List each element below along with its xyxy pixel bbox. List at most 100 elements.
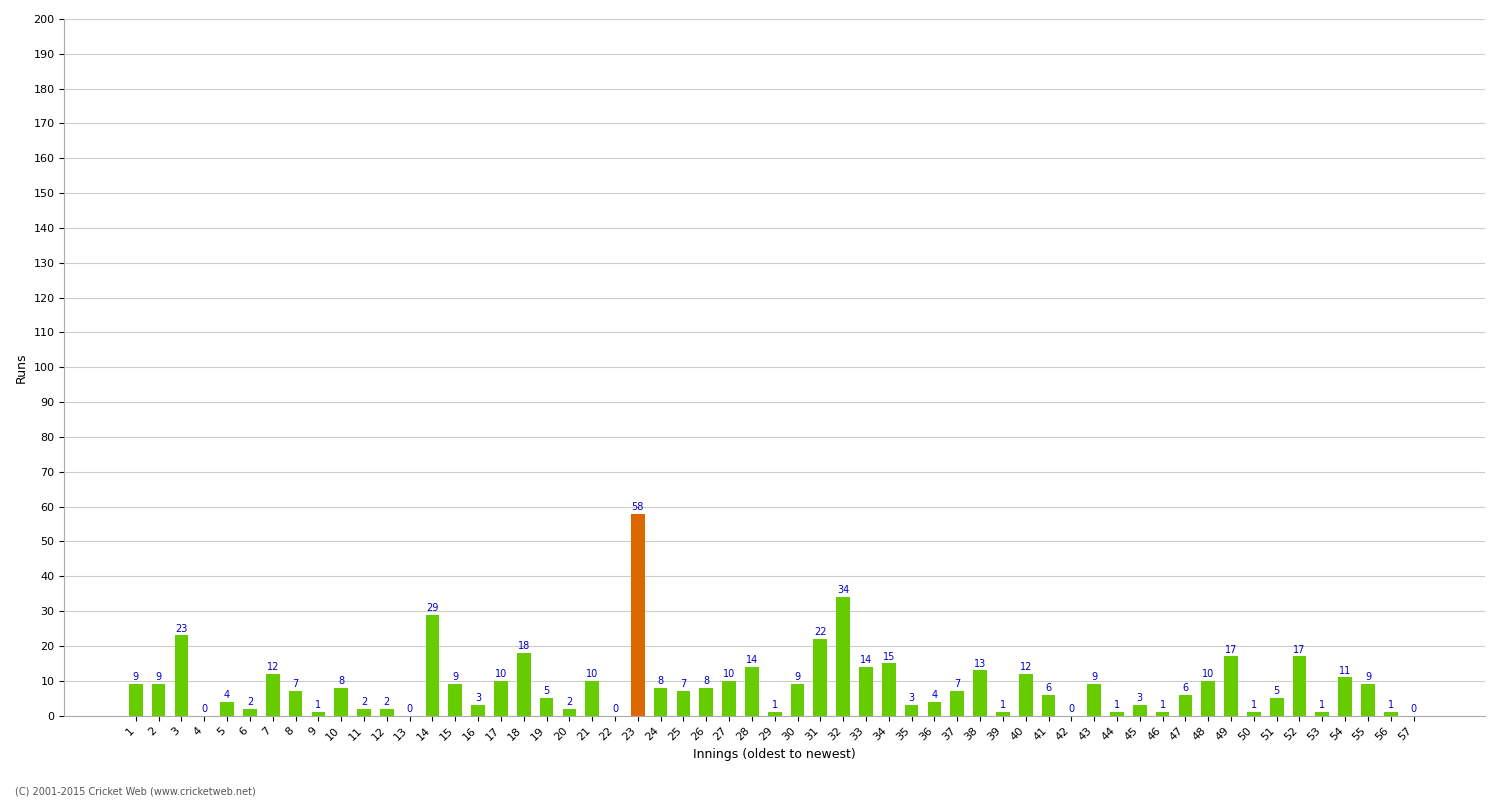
Bar	[380, 709, 393, 715]
Bar	[974, 670, 987, 715]
Bar	[288, 691, 303, 715]
Text: 10: 10	[495, 669, 507, 679]
Text: 2: 2	[248, 697, 254, 707]
Bar	[518, 653, 531, 715]
Text: 10: 10	[1202, 669, 1215, 679]
Text: 8: 8	[704, 676, 710, 686]
Bar	[927, 702, 942, 715]
Bar	[1041, 694, 1056, 715]
Text: 8: 8	[338, 676, 344, 686]
Bar	[1293, 656, 1306, 715]
Text: 23: 23	[176, 624, 188, 634]
Bar	[1179, 694, 1192, 715]
Text: 9: 9	[156, 673, 162, 682]
Text: 17: 17	[1226, 645, 1238, 654]
Text: 3: 3	[909, 694, 915, 703]
Text: 11: 11	[1340, 666, 1352, 675]
Bar	[243, 709, 256, 715]
Bar	[632, 514, 645, 715]
Bar	[746, 667, 759, 715]
Text: 0: 0	[406, 704, 412, 714]
Text: 29: 29	[426, 603, 438, 613]
Bar	[882, 663, 896, 715]
Text: 0: 0	[1068, 704, 1074, 714]
Text: 2: 2	[566, 697, 573, 707]
Bar	[357, 709, 370, 715]
Bar	[426, 614, 439, 715]
Text: 9: 9	[134, 673, 140, 682]
Bar	[676, 691, 690, 715]
Bar	[904, 705, 918, 715]
Text: 9: 9	[1365, 673, 1371, 682]
Text: 12: 12	[1020, 662, 1032, 672]
Text: 1: 1	[1000, 700, 1006, 710]
Text: 1: 1	[1114, 700, 1120, 710]
Bar	[1019, 674, 1032, 715]
Text: 15: 15	[882, 651, 896, 662]
Bar	[813, 639, 826, 715]
Text: 7: 7	[681, 679, 687, 690]
Text: 1: 1	[315, 700, 321, 710]
Text: 58: 58	[632, 502, 644, 512]
Bar	[471, 705, 484, 715]
Text: 9: 9	[452, 673, 459, 682]
Bar	[448, 684, 462, 715]
Bar	[1384, 712, 1398, 715]
Bar	[790, 684, 804, 715]
Bar	[312, 712, 326, 715]
Bar	[334, 688, 348, 715]
Bar	[1155, 712, 1170, 715]
Text: 2: 2	[384, 697, 390, 707]
Text: 4: 4	[224, 690, 230, 700]
Bar	[1110, 712, 1124, 715]
Text: 10: 10	[723, 669, 735, 679]
Text: 0: 0	[612, 704, 618, 714]
Bar	[1202, 681, 1215, 715]
Text: 10: 10	[586, 669, 598, 679]
Text: 14: 14	[859, 655, 871, 665]
Y-axis label: Runs: Runs	[15, 352, 28, 382]
Text: 8: 8	[657, 676, 663, 686]
Bar	[859, 667, 873, 715]
X-axis label: Innings (oldest to newest): Innings (oldest to newest)	[693, 748, 856, 761]
Bar	[1132, 705, 1146, 715]
Text: 22: 22	[815, 627, 827, 638]
Text: 6: 6	[1046, 683, 1052, 693]
Bar	[1088, 684, 1101, 715]
Text: 4: 4	[932, 690, 938, 700]
Text: 3: 3	[476, 694, 482, 703]
Text: 12: 12	[267, 662, 279, 672]
Text: 7: 7	[292, 679, 298, 690]
Bar	[266, 674, 279, 715]
Text: 1: 1	[1320, 700, 1326, 710]
Bar	[494, 681, 507, 715]
Bar	[540, 698, 554, 715]
Text: 0: 0	[1410, 704, 1416, 714]
Bar	[174, 635, 189, 715]
Text: (C) 2001-2015 Cricket Web (www.cricketweb.net): (C) 2001-2015 Cricket Web (www.cricketwe…	[15, 786, 255, 796]
Text: 14: 14	[746, 655, 758, 665]
Bar	[1224, 656, 1238, 715]
Text: 1: 1	[1251, 700, 1257, 710]
Text: 1: 1	[1388, 700, 1394, 710]
Text: 6: 6	[1182, 683, 1188, 693]
Text: 5: 5	[543, 686, 549, 697]
Text: 34: 34	[837, 586, 849, 595]
Bar	[654, 688, 668, 715]
Text: 7: 7	[954, 679, 960, 690]
Text: 5: 5	[1274, 686, 1280, 697]
Text: 3: 3	[1137, 694, 1143, 703]
Text: 0: 0	[201, 704, 207, 714]
Bar	[1316, 712, 1329, 715]
Bar	[768, 712, 782, 715]
Bar	[220, 702, 234, 715]
Bar	[996, 712, 1010, 715]
Text: 18: 18	[518, 641, 530, 651]
Bar	[585, 681, 598, 715]
Text: 2: 2	[362, 697, 368, 707]
Text: 1: 1	[1160, 700, 1166, 710]
Bar	[1270, 698, 1284, 715]
Bar	[129, 684, 142, 715]
Bar	[1246, 712, 1260, 715]
Bar	[152, 684, 165, 715]
